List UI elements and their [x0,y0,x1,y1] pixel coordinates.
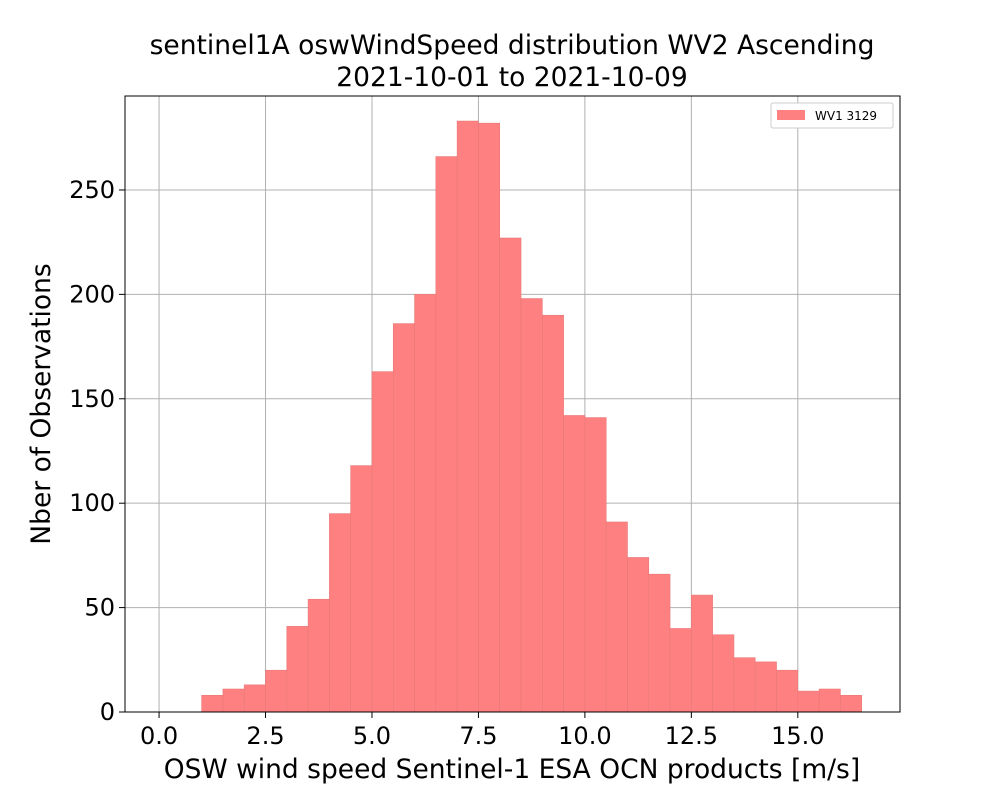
x-tick-label: 15.0 [771,722,824,750]
x-axis-ticks: 0.0 2.5 5.0 7.5 10.0 12.5 15.0 [140,712,825,750]
histogram-bar [371,371,394,713]
histogram-bar [456,120,479,713]
chart-subtitle: 2021-10-01 to 2021-10-09 [336,62,688,93]
histogram-bar [818,688,841,713]
legend-label: WV1 3129 [815,109,877,123]
histogram-bar [329,513,351,713]
histogram-bar [286,626,309,713]
histogram-bar [392,323,415,713]
histogram-bar [840,694,862,713]
y-tick-label: 50 [84,594,115,622]
histogram-bar [542,314,564,713]
y-tick-label: 250 [69,176,115,204]
histogram-bar [754,661,777,713]
y-tick-label: 0 [100,698,115,726]
x-tick-label: 0.0 [140,722,178,750]
histogram-bar [350,465,373,713]
histogram-bar [584,417,607,713]
histogram-bar [605,521,628,713]
y-axis-label: Nber of Observations [26,263,57,544]
y-tick-label: 150 [69,385,115,413]
x-tick-label: 10.0 [558,722,611,750]
legend-frame [770,102,894,129]
histogram-bar [478,122,501,713]
histogram-bar [307,598,330,713]
y-tick-label: 100 [69,489,115,517]
x-tick-label: 12.5 [665,722,718,750]
x-tick-label: 7.5 [459,722,497,750]
plot-frame [124,95,901,713]
x-tick-label: 5.0 [353,722,391,750]
histogram-bar [797,690,820,713]
histogram-bar [712,634,735,713]
histogram-bar [265,669,288,713]
histogram-bar [691,594,713,713]
histogram-bar [435,156,458,713]
chart-title: sentinel1A oswWindSpeed distribution WV2… [149,30,875,61]
x-tick-label: 2.5 [246,722,284,750]
histogram-bar [414,294,437,713]
histogram-bar [222,688,245,713]
y-tick-label: 200 [69,280,115,308]
histogram-bar [627,557,650,713]
y-axis-ticks: 0 50 100 150 200 250 [69,176,125,726]
histogram-bars [201,120,862,713]
histogram-bar [733,657,756,713]
histogram-bar [201,694,224,713]
histogram-bar [776,669,799,713]
histogram-bar [648,573,671,713]
legend-swatch [777,110,805,120]
histogram-bar [499,237,522,713]
histogram-bar [520,298,543,713]
histogram-bar [243,684,266,713]
legend: WV1 3129 [770,102,894,129]
histogram-bar [563,415,586,713]
x-axis-label: OSW wind speed Sentinel-1 ESA OCN produc… [164,754,860,785]
histogram-bar [669,628,692,713]
